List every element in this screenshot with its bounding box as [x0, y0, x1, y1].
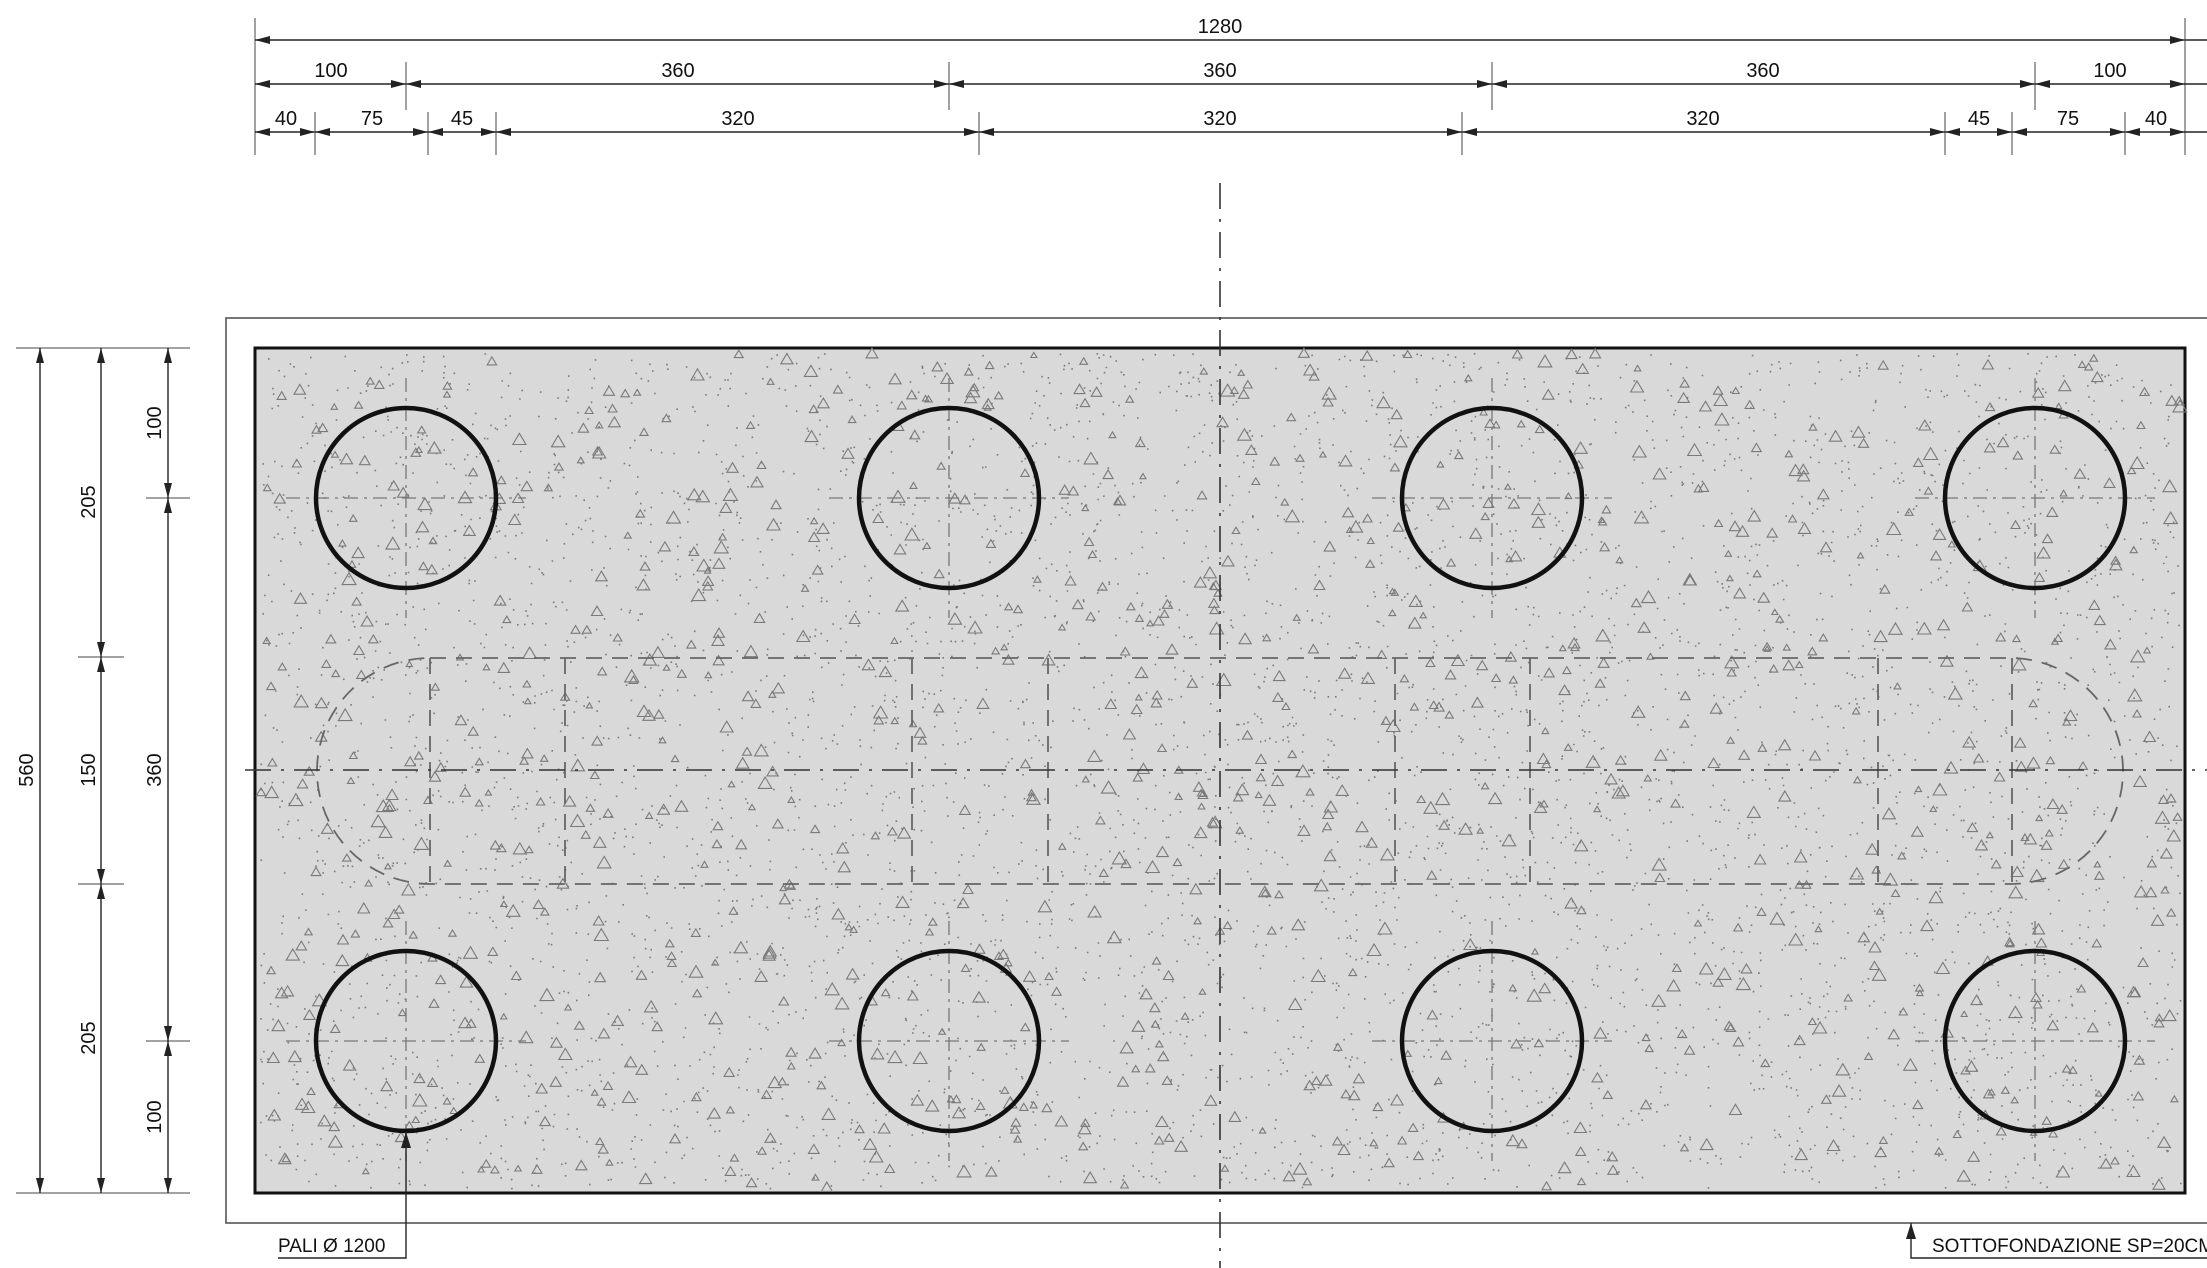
arrowhead	[97, 657, 105, 672]
pile	[1372, 921, 1612, 1161]
pier-hidden-grid	[429, 658, 2013, 884]
pile	[286, 378, 526, 618]
left-dimension-chains: 560 205 150 205 100 360 100	[16, 347, 190, 1194]
arrowhead	[964, 128, 979, 136]
pile	[1915, 378, 2155, 618]
arrowhead	[2020, 80, 2035, 88]
arrowhead	[1945, 128, 1960, 136]
pile-label-leader: PALI Ø 1200	[278, 1132, 411, 1259]
arrowhead	[934, 80, 949, 88]
arrowhead	[315, 128, 330, 136]
pile	[829, 378, 1069, 618]
dim-left-middle-3: 205	[78, 1021, 100, 1054]
dim-row1-3: 360	[1203, 60, 1236, 82]
arrowhead	[36, 1178, 44, 1193]
arrowhead	[1462, 128, 1477, 136]
dim-left-inner-3: 100	[144, 1100, 166, 1133]
dim-row2-4: 320	[721, 108, 754, 130]
dim-left-inner-2: 360	[144, 753, 166, 786]
dim-left-middle-1: 205	[78, 485, 100, 518]
arrowhead	[97, 869, 105, 884]
arrowhead	[164, 498, 172, 513]
top-dimension-chains: 1280 100 360 360 360 100 40 75 45 320 32…	[254, 16, 2207, 155]
dim-left-middle-2: 150	[78, 753, 100, 786]
arrowhead	[255, 36, 270, 44]
arrowhead	[2035, 80, 2050, 88]
dim-row2-2: 75	[361, 108, 383, 130]
arrowhead	[2170, 80, 2185, 88]
arrowhead	[255, 128, 270, 136]
arrowhead	[428, 128, 443, 136]
pile	[829, 921, 1069, 1161]
arrowhead	[2012, 128, 2027, 136]
arrowhead	[1997, 128, 2012, 136]
concrete-texture	[255, 346, 2188, 1192]
arrowhead	[1447, 128, 1462, 136]
sub-foundation-outline	[225, 317, 2207, 1224]
sub-foundation-label: SOTTOFONDAZIONE SP=20CM	[1932, 1236, 2207, 1257]
arrowhead	[1477, 80, 1492, 88]
piles-group	[286, 378, 2155, 1161]
arrowhead	[1492, 80, 1507, 88]
pile	[286, 921, 526, 1161]
dim-row2-9: 40	[2145, 108, 2167, 130]
arrowhead	[406, 80, 421, 88]
pile-label: PALI Ø 1200	[278, 1236, 385, 1257]
dim-row2-6: 320	[1686, 108, 1719, 130]
dim-overall-length: 1280	[1198, 16, 1243, 38]
arrowhead	[36, 348, 44, 363]
arrowhead	[949, 80, 964, 88]
dim-row2-5: 320	[1203, 108, 1236, 130]
arrowhead	[255, 80, 270, 88]
arrowhead	[496, 128, 511, 136]
dim-row1-1: 100	[314, 60, 347, 82]
arrowhead	[97, 642, 105, 657]
arrowhead	[2170, 36, 2185, 44]
arrowhead	[164, 483, 172, 498]
pile-circle	[1399, 948, 1585, 1134]
arrowhead	[391, 80, 406, 88]
dim-row1-5: 100	[2093, 60, 2126, 82]
pile	[1915, 921, 2155, 1161]
pile-circle	[856, 948, 1042, 1134]
arrowhead	[164, 1026, 172, 1041]
pile-circle	[1942, 405, 2128, 591]
arrowhead	[300, 128, 315, 136]
arrowhead	[2170, 128, 2185, 136]
arrowhead	[97, 884, 105, 899]
arrowhead	[164, 1178, 172, 1193]
arrowhead	[97, 348, 105, 363]
dim-row2-7: 45	[1968, 108, 1990, 130]
sub-foundation-label-leader: SOTTOFONDAZIONE SP=20CM	[1906, 1223, 2207, 1259]
dim-row2-1: 40	[275, 108, 297, 130]
arrowhead	[164, 348, 172, 363]
arrowhead	[979, 128, 994, 136]
pier-hidden-outline	[316, 657, 2124, 885]
arrowhead	[2110, 128, 2125, 136]
arrowhead	[481, 128, 496, 136]
arrowhead	[97, 1178, 105, 1193]
dim-row1-2: 360	[661, 60, 694, 82]
pile-circle	[313, 405, 499, 591]
arrowhead	[1930, 128, 1945, 136]
dim-left-outer: 560	[16, 753, 38, 786]
dim-row1-4: 360	[1746, 60, 1779, 82]
pile-circle	[1399, 405, 1585, 591]
dimension-arrowheads	[36, 36, 2185, 1193]
arrowhead	[2125, 128, 2140, 136]
dim-row2-3: 45	[451, 108, 473, 130]
arrowhead	[413, 128, 428, 136]
pile-circle	[1942, 948, 2128, 1134]
dim-row2-8: 75	[2057, 108, 2079, 130]
pile-circle	[856, 405, 1042, 591]
pile-circle	[313, 948, 499, 1134]
pile	[1372, 378, 1612, 618]
arrowhead	[164, 1041, 172, 1056]
dim-left-inner-1: 100	[144, 406, 166, 439]
